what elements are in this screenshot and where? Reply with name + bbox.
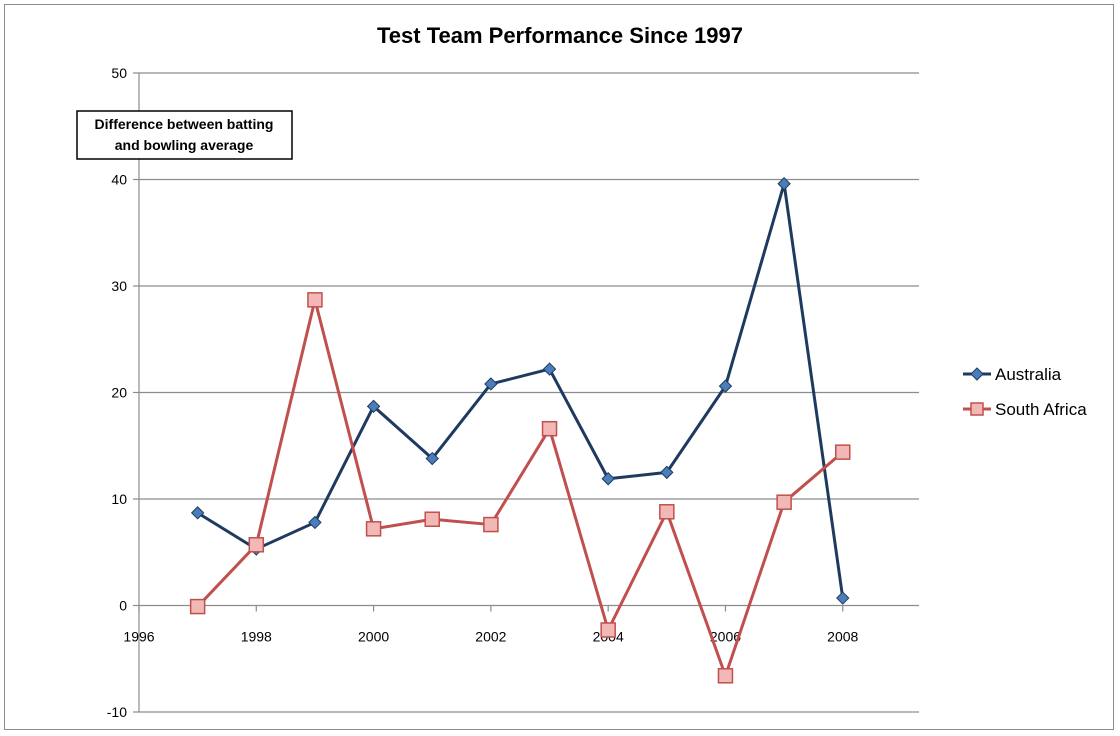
series-south-africa — [189, 292, 851, 684]
x-tick-label: 2002 — [475, 629, 506, 645]
series-layer — [189, 177, 851, 684]
axes: -100102030405019961998200020022004200620… — [107, 65, 859, 720]
x-tick-label: 2006 — [710, 629, 741, 645]
y-axis-annotation: Difference between batting and bowling a… — [76, 110, 293, 160]
x-tick-label: 2008 — [827, 629, 858, 645]
data-point — [424, 511, 440, 527]
chart-title: Test Team Performance Since 1997 — [377, 23, 743, 48]
data-point — [541, 420, 558, 437]
data-point — [835, 444, 851, 460]
series-line — [196, 298, 844, 678]
data-point — [366, 399, 381, 414]
y-tick-label: 40 — [111, 172, 127, 188]
y-tick-label: 20 — [111, 385, 127, 401]
y-tick-label: 30 — [111, 278, 127, 294]
data-point — [189, 598, 206, 615]
data-point — [776, 494, 792, 510]
data-point — [601, 472, 615, 486]
series-australia — [190, 177, 850, 605]
x-tick-label: 2000 — [358, 629, 389, 645]
data-point — [425, 451, 439, 466]
data-point — [190, 506, 205, 520]
legend-item: Australia — [963, 365, 1062, 384]
legend: Australia South Africa — [963, 365, 1087, 419]
series-line — [196, 182, 845, 599]
annotation-line-1: Difference between batting — [95, 116, 274, 132]
y-tick-label: 10 — [111, 491, 127, 507]
x-tick-label: 1998 — [241, 629, 272, 645]
annotation-frame — [76, 110, 293, 160]
data-point — [365, 521, 382, 537]
data-point — [718, 379, 733, 393]
legend-label: South Africa — [995, 400, 1087, 419]
legend-label: Australia — [995, 365, 1062, 384]
line-chart: Test Team Performance Since 1997 -10 0 10 2… — [76, 23, 1087, 720]
data-point — [542, 362, 557, 376]
legend-marker — [970, 402, 984, 416]
gridlines — [139, 72, 919, 713]
data-point — [308, 515, 322, 530]
y-tick-label: -10 — [107, 704, 127, 720]
annotation-line-2: and bowling average — [115, 137, 254, 153]
y-tick-label: 0 — [119, 598, 127, 614]
data-point — [777, 177, 791, 191]
x-tick-label: 1996 — [123, 629, 154, 645]
data-point — [660, 465, 674, 480]
data-point — [600, 622, 616, 638]
data-point — [717, 668, 734, 684]
data-point — [483, 516, 499, 533]
data-point — [248, 537, 265, 553]
legend-marker — [970, 367, 984, 381]
y-tick-label: 50 — [111, 65, 127, 81]
data-point — [484, 377, 498, 391]
data-point — [307, 292, 323, 308]
legend-item: South Africa — [963, 400, 1087, 419]
data-point — [659, 504, 675, 520]
data-point — [836, 591, 850, 605]
chart-frame: Test Team Performance Since 1997 -10 0 10 2… — [4, 4, 1114, 730]
